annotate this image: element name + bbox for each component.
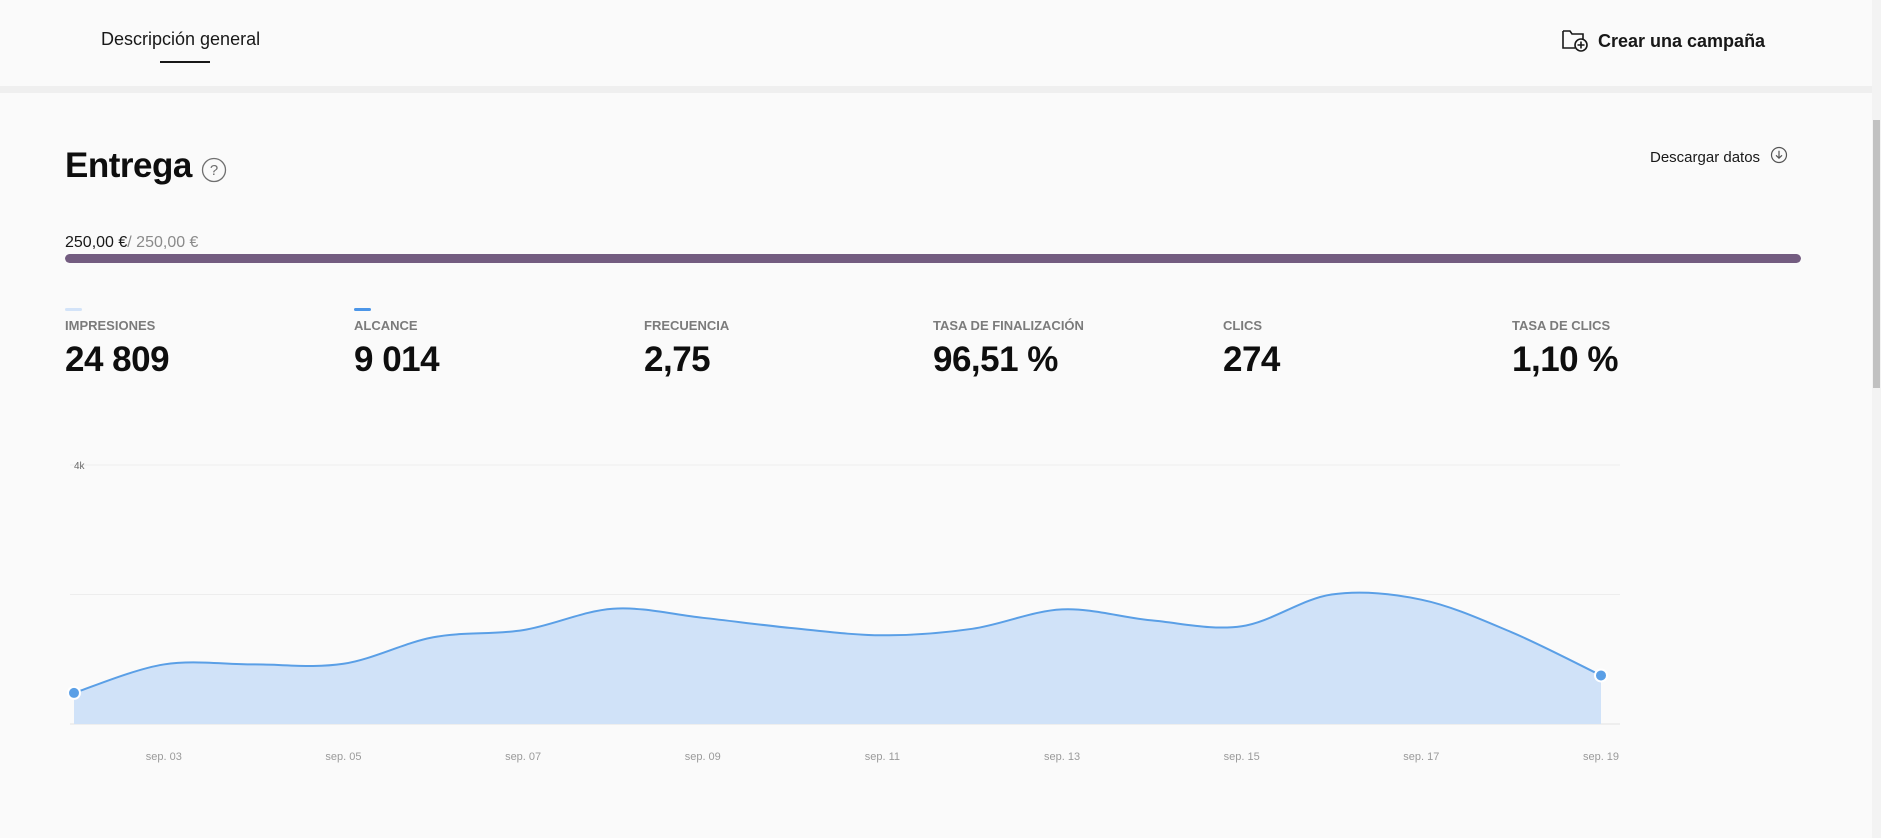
metric-value: 1,10 % — [1512, 340, 1618, 379]
x-tick-label: sep. 19 — [1583, 751, 1619, 763]
delivery-chart[interactable]: 4k sep. 03 sep. 05 sep. 07 sep. 09 sep. 11 sep… — [0, 450, 1640, 780]
metric-value: 2,75 — [644, 340, 711, 379]
series-area — [74, 592, 1601, 724]
download-data-button[interactable]: Descargar datos — [1650, 146, 1788, 169]
scrollbar-thumb[interactable] — [1873, 120, 1880, 388]
top-bar: Descripción general Crear una campaña — [0, 0, 1872, 86]
legend-swatch — [354, 308, 371, 311]
tab-overview[interactable]: Descripción general — [101, 29, 261, 49]
series-line — [73, 591, 1602, 694]
metric-label: TASA DE FINALIZACIÓN — [933, 318, 1084, 333]
help-icon[interactable]: ? — [201, 157, 227, 183]
metric-label: FRECUENCIA — [644, 318, 730, 333]
budget-spent: 250,00 € — [65, 234, 128, 251]
x-tick-label: sep. 17 — [1403, 751, 1439, 763]
metric-value: 24 809 — [65, 340, 170, 379]
metric-label: ALCANCE — [354, 318, 418, 333]
metric-value: 96,51 % — [933, 340, 1058, 379]
download-data-label: Descargar datos — [1650, 149, 1761, 166]
download-icon — [1770, 146, 1788, 169]
metric-label: TASA DE CLICS — [1512, 318, 1611, 333]
metric-label: CLICS — [1223, 318, 1262, 333]
svg-text:?: ? — [210, 162, 218, 179]
budget-progress-fill — [65, 254, 1801, 263]
section-title: Entrega — [65, 146, 192, 185]
data-point-marker — [1594, 668, 1608, 683]
x-tick-label: sep. 03 — [146, 751, 182, 763]
x-tick-label: sep. 11 — [865, 751, 900, 763]
x-tick-label: sep. 15 — [1224, 751, 1260, 763]
legend-swatch — [65, 308, 82, 311]
x-tick-label: sep. 13 — [1044, 751, 1080, 763]
x-tick-label: sep. 07 — [505, 751, 541, 763]
x-tick-label: sep. 09 — [685, 751, 721, 763]
x-tick-label: sep. 05 — [325, 751, 361, 763]
header-divider — [0, 86, 1872, 93]
budget-total: / 250,00 € — [127, 234, 199, 251]
metric-value: 274 — [1223, 340, 1280, 379]
data-point-marker — [67, 685, 81, 700]
y-tick-label: 4k — [74, 461, 86, 472]
create-campaign-button[interactable]: Crear una campaña — [1561, 26, 1765, 56]
budget-amount: 250,00 €/ 250,00 € — [65, 234, 198, 252]
metric-value: 9 014 — [354, 340, 440, 379]
folder-add-icon — [1561, 26, 1589, 57]
tab-active-indicator — [160, 61, 210, 63]
budget-progress-bar — [65, 254, 1801, 263]
create-campaign-label: Crear una campaña — [1598, 30, 1766, 51]
metric-label: IMPRESIONES — [65, 318, 156, 333]
scrollbar[interactable] — [1872, 0, 1881, 838]
